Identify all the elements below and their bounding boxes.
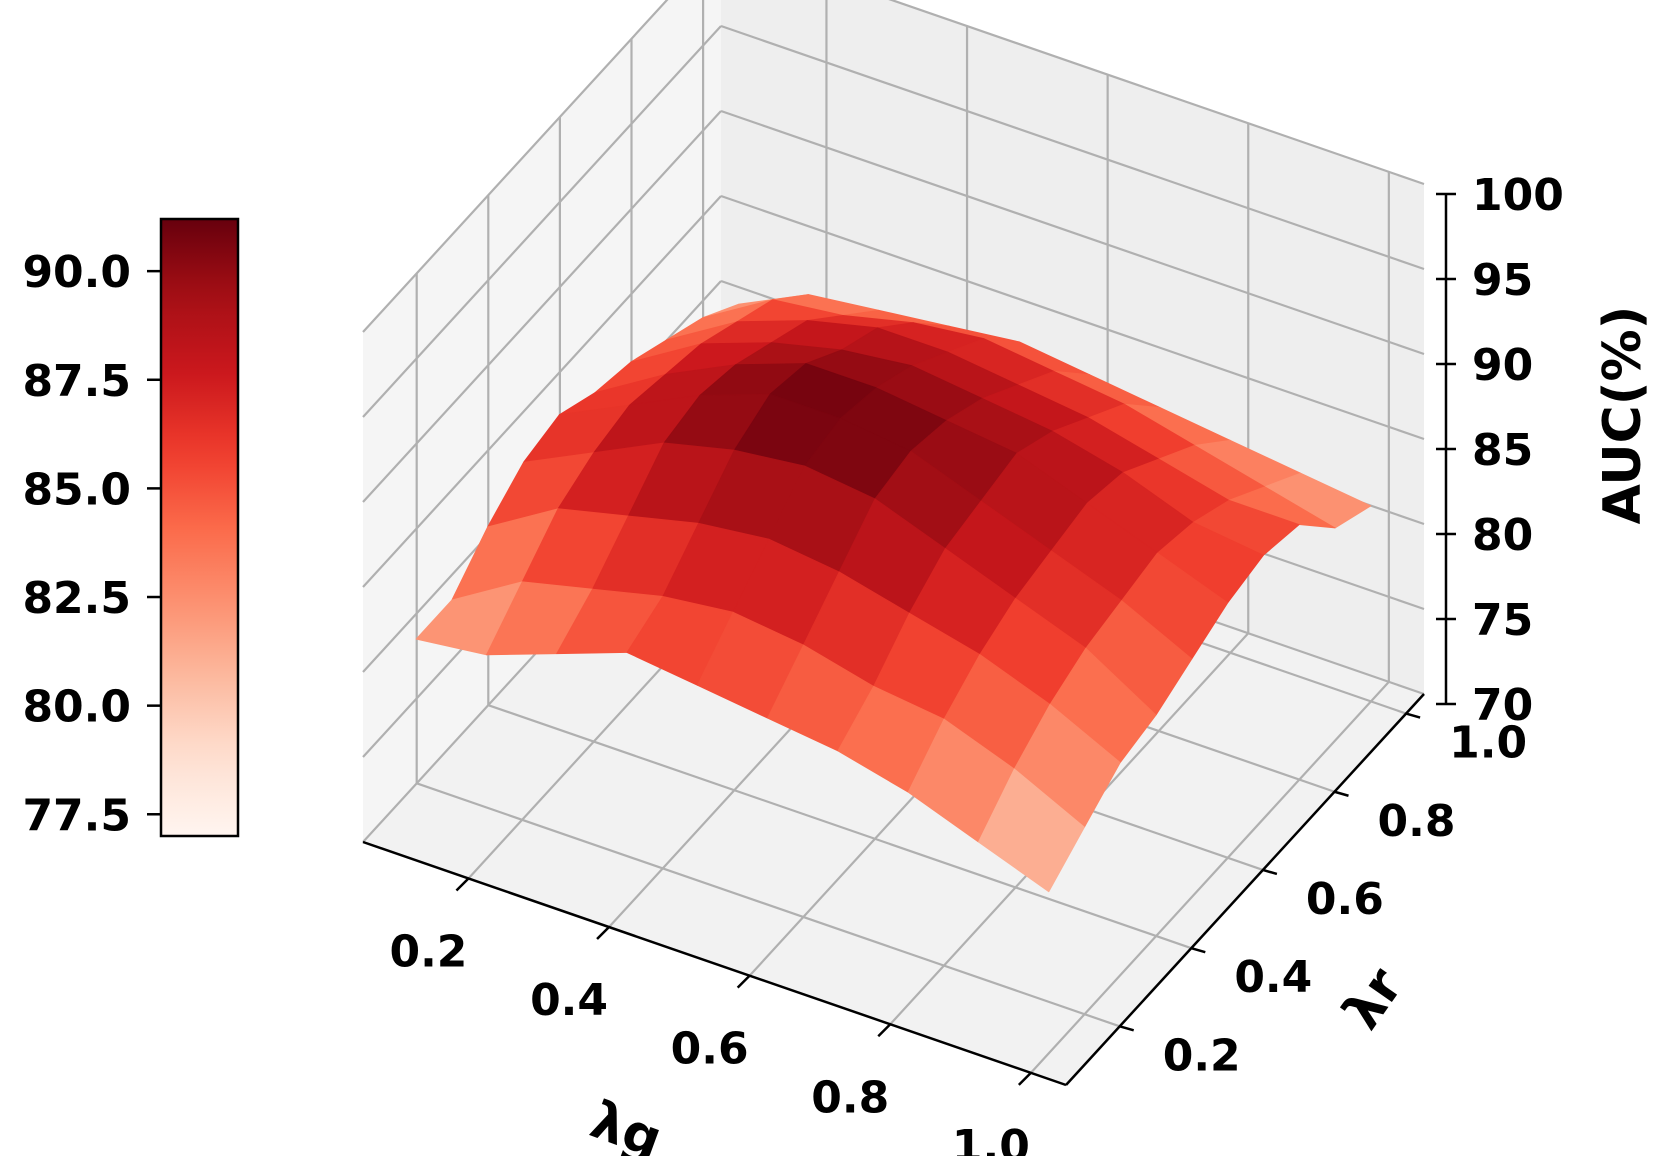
z-tick-label: 70 [1472,680,1533,731]
y-tick [1119,1025,1135,1032]
grid-line-z-left [362,25,722,418]
y-tick-label: 0.4 [1234,952,1312,1003]
colorbar-tick-label: 77.5 [22,790,131,841]
grid-line-z-left [362,110,722,503]
x-tick [736,974,751,989]
z-tick-label: 75 [1472,595,1533,646]
y-axis-label: λr [1332,957,1415,1040]
x-axis-label: λg [583,1090,669,1156]
grid-line-z-back [720,194,1425,441]
grid-line-x [1030,681,1390,1074]
x-tick [1017,1071,1032,1086]
z-tick-label: 100 [1472,170,1564,221]
colorbar: 77.5 80.0 82.5 85.0 87.5 90.0 [22,217,240,841]
x-tick [877,1023,892,1038]
y-tick [1190,946,1206,954]
colorbar-tick-label: 90.0 [22,247,131,298]
colorbar-gradient [159,217,240,838]
x-tick-label: 0.6 [671,1024,749,1075]
grid-line-z-back [888,0,1425,186]
colorbar-tick-label: 87.5 [22,356,131,407]
grid-line-z-left [362,195,722,588]
grid-line-z-back [720,24,1425,271]
surface [415,294,1372,893]
colorbar-tick-label: 85.0 [22,464,131,515]
grid-line-z-left [362,0,669,333]
z-tick-label: 90 [1472,340,1533,391]
grid-line-y [487,704,1192,950]
x-tick-label: 0.4 [530,975,608,1026]
y-tick [1262,868,1278,876]
grid-line-z-back [720,109,1425,356]
colorbar-tick-label: 82.5 [22,573,131,624]
z-tick-label: 80 [1472,510,1533,561]
x-tick [455,877,470,892]
axis-lines: 0.20.40.60.81.00.20.40.60.81.07075808590… [362,170,1564,1160]
y-axis-line [1065,693,1425,1086]
y-tick-label: 1.0 [1449,718,1527,769]
z-tick-label: 85 [1472,425,1533,476]
y-tick-label: 0.6 [1306,874,1384,925]
x-tick [596,926,610,940]
x-tick-label: 1.0 [952,1121,1030,1156]
colorbar-tick-label: 80.0 [22,682,131,733]
grid-line-y [416,782,1121,1028]
y-tick [1334,790,1349,797]
x-axis-line [362,840,1067,1087]
x-tick-label: 0.2 [389,926,467,977]
y-tick-label: 0.2 [1163,1030,1241,1081]
z-tick-label: 95 [1472,255,1533,306]
x-tick-label: 0.8 [811,1072,889,1123]
y-tick [1405,712,1421,719]
surface-patch [978,768,1085,893]
y-tick-label: 0.8 [1378,796,1456,847]
z-axis-label: AUC(%) [1593,306,1653,525]
